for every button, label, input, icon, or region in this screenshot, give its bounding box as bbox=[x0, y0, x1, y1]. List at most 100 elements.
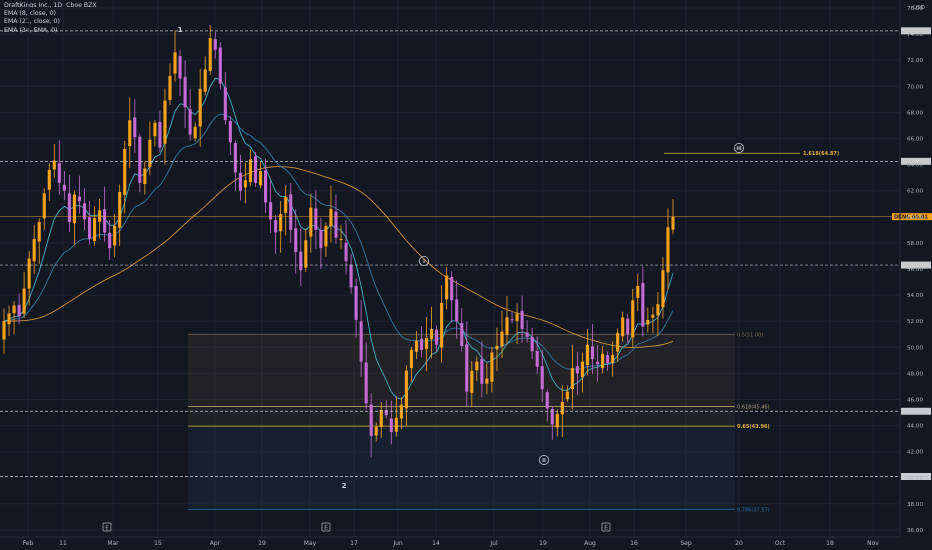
candle-body bbox=[294, 228, 298, 253]
level-price-tag bbox=[901, 261, 931, 269]
candle-body bbox=[289, 194, 293, 230]
candle-body bbox=[233, 143, 237, 173]
chart-legend: DraftKings Inc., 1D, Cboe BZX EMA (8, cl… bbox=[4, 2, 97, 35]
y-tick-label: 44.00 bbox=[907, 424, 923, 430]
candle-body bbox=[646, 319, 650, 325]
candle-body bbox=[253, 156, 258, 183]
x-tick-label: Jun bbox=[392, 540, 403, 547]
fib-extension-label: 1.618(64.87) bbox=[803, 151, 839, 157]
candle-body bbox=[515, 313, 519, 322]
candle-body bbox=[601, 353, 605, 369]
candle-body bbox=[666, 227, 670, 273]
candle-body bbox=[284, 197, 288, 213]
y-tick-label: 68.00 bbox=[907, 110, 923, 116]
candle-body bbox=[460, 322, 464, 346]
candle-body bbox=[490, 352, 494, 382]
candle-body bbox=[208, 38, 212, 72]
y-tick-label: 52.00 bbox=[907, 319, 923, 325]
y-tick-label: 66.00 bbox=[907, 137, 923, 143]
candle-body bbox=[485, 378, 489, 384]
earnings-marker bbox=[102, 522, 112, 532]
candle-body bbox=[193, 126, 197, 139]
candle-body bbox=[258, 171, 263, 186]
y-tick-label: 72.00 bbox=[907, 58, 923, 64]
candle-body bbox=[218, 47, 222, 84]
candle-body bbox=[113, 225, 117, 246]
fib-level-label: 0.618(45.46) bbox=[737, 405, 770, 411]
candle-body bbox=[616, 332, 620, 352]
candle-body bbox=[424, 338, 429, 349]
candle-body bbox=[344, 242, 348, 262]
candle-body bbox=[651, 314, 655, 318]
y-tick-label: 62.00 bbox=[907, 189, 923, 195]
candle-body bbox=[198, 88, 202, 127]
candle-body bbox=[324, 225, 328, 247]
x-tick-label: May bbox=[304, 540, 317, 547]
y-tick-label: 56.00 bbox=[907, 267, 923, 273]
x-tick-label: 18 bbox=[826, 540, 834, 547]
candle-body bbox=[671, 216, 675, 230]
candle-body bbox=[62, 184, 66, 191]
earnings-marker-label: E bbox=[105, 526, 109, 532]
candle-body bbox=[349, 264, 353, 288]
candle-body bbox=[274, 220, 278, 233]
candle-body bbox=[228, 120, 232, 143]
candle-body bbox=[500, 331, 504, 347]
x-tick-label: 19 bbox=[258, 540, 266, 547]
candle-body bbox=[520, 310, 524, 330]
candle-body bbox=[334, 211, 338, 238]
candle-body bbox=[238, 172, 242, 191]
candle-body bbox=[269, 202, 273, 220]
y-tick-label: 60.00 bbox=[907, 215, 923, 221]
candle-body bbox=[77, 196, 82, 202]
y-tick-label: 50.00 bbox=[907, 345, 923, 351]
candle-body bbox=[22, 288, 26, 314]
last-price-tag bbox=[892, 213, 932, 221]
candle-body bbox=[404, 370, 408, 409]
x-tick-label: 11 bbox=[59, 540, 67, 547]
x-tick-label: Mar bbox=[107, 540, 119, 547]
x-tick-label: 17 bbox=[350, 540, 358, 547]
fib-level-label: 0.786(37.57) bbox=[737, 508, 770, 514]
candle-body bbox=[626, 318, 630, 335]
earnings-marker bbox=[321, 522, 331, 532]
candle-body bbox=[163, 100, 167, 144]
candle-body bbox=[178, 56, 182, 79]
wave-label: iii bbox=[736, 146, 742, 152]
candle-body bbox=[379, 409, 383, 428]
candle-body bbox=[42, 193, 46, 219]
candle-body bbox=[621, 317, 625, 337]
candle-body bbox=[138, 136, 142, 183]
candle-body bbox=[550, 408, 554, 425]
y-tick-label: 54.00 bbox=[907, 293, 923, 299]
wave-label: 2 bbox=[342, 482, 347, 490]
candle-body bbox=[389, 418, 393, 433]
candle-body bbox=[611, 355, 615, 363]
candle-body bbox=[168, 75, 172, 100]
candle-body bbox=[480, 359, 484, 384]
level-price-tag bbox=[901, 472, 931, 480]
earnings-marker-label: E bbox=[324, 526, 328, 532]
ema8-line bbox=[3, 77, 674, 400]
legend-ema8: EMA (8, close, 0) bbox=[4, 10, 56, 18]
candle-body bbox=[17, 304, 21, 316]
candle-body bbox=[123, 148, 127, 195]
x-tick-label: 19 bbox=[539, 540, 547, 547]
y-tick-label: 70.00 bbox=[907, 84, 923, 90]
wave-label: ii bbox=[542, 458, 546, 464]
candle-body bbox=[575, 366, 579, 374]
candle-body bbox=[530, 336, 534, 352]
legend-ema21: EMA (21, close, 0) bbox=[4, 18, 60, 26]
legend-ema34: EMA (34, EMA, 0) bbox=[4, 26, 58, 34]
level-price-tag bbox=[901, 27, 931, 35]
x-tick-label: Nov bbox=[867, 540, 879, 547]
candle-body bbox=[560, 402, 564, 415]
candle-body bbox=[27, 258, 31, 289]
candle-body bbox=[455, 299, 459, 322]
candle-body bbox=[299, 251, 303, 271]
candle-body bbox=[414, 340, 419, 352]
candle-body bbox=[309, 207, 313, 237]
y-tick-label: 38.00 bbox=[907, 502, 923, 508]
